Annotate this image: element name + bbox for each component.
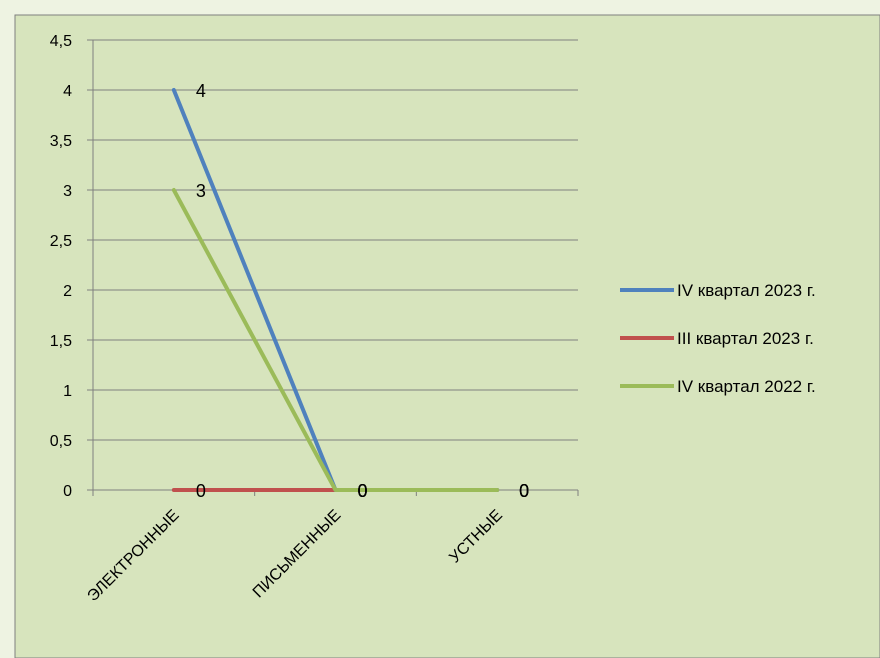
series-lines bbox=[171, 88, 500, 492]
y-tick-label: 1,5 bbox=[50, 333, 72, 350]
legend-label: IV квартал 2022 г. bbox=[677, 377, 816, 396]
data-label: 0 bbox=[519, 481, 529, 501]
chart-background bbox=[14, 14, 880, 658]
y-tick-label: 2,5 bbox=[50, 233, 72, 250]
y-tick-label: 1 bbox=[63, 383, 72, 400]
data-label: 4 bbox=[196, 81, 206, 101]
y-tick-label: 4,5 bbox=[50, 33, 72, 50]
data-label: 0 bbox=[519, 481, 529, 501]
y-tick-label: 3 bbox=[63, 183, 72, 200]
y-tick-label: 0,5 bbox=[50, 433, 72, 450]
y-tick-label: 3,5 bbox=[50, 133, 72, 150]
legend-label: IV квартал 2023 г. bbox=[677, 281, 816, 300]
data-label: 3 bbox=[196, 181, 206, 201]
data-label: 0 bbox=[358, 481, 368, 501]
data-labels: 40 00 0 030 0 bbox=[196, 81, 529, 501]
data-label: 0 bbox=[519, 481, 529, 501]
series-line-3 bbox=[171, 188, 500, 492]
legend-label: III квартал 2023 г. bbox=[677, 329, 814, 348]
data-label: 0 bbox=[358, 481, 368, 501]
data-label: 0 bbox=[196, 481, 206, 501]
gridlines bbox=[87, 39, 578, 441]
y-tick-label: 2 bbox=[63, 283, 72, 300]
legend: IV квартал 2023 г. III квартал 2023 г. IV … bbox=[620, 281, 816, 396]
data-label: 0 bbox=[358, 481, 368, 501]
y-tick-label: 0 bbox=[63, 483, 72, 500]
y-tick-label: 4 bbox=[63, 83, 72, 100]
